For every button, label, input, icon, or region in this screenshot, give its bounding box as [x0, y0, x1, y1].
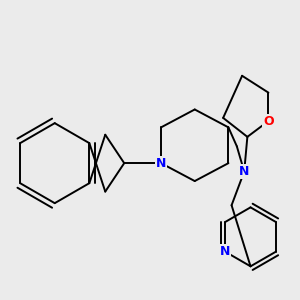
Text: O: O — [263, 115, 274, 128]
Text: N: N — [220, 245, 230, 258]
Text: N: N — [156, 157, 166, 170]
Text: N: N — [239, 165, 249, 178]
